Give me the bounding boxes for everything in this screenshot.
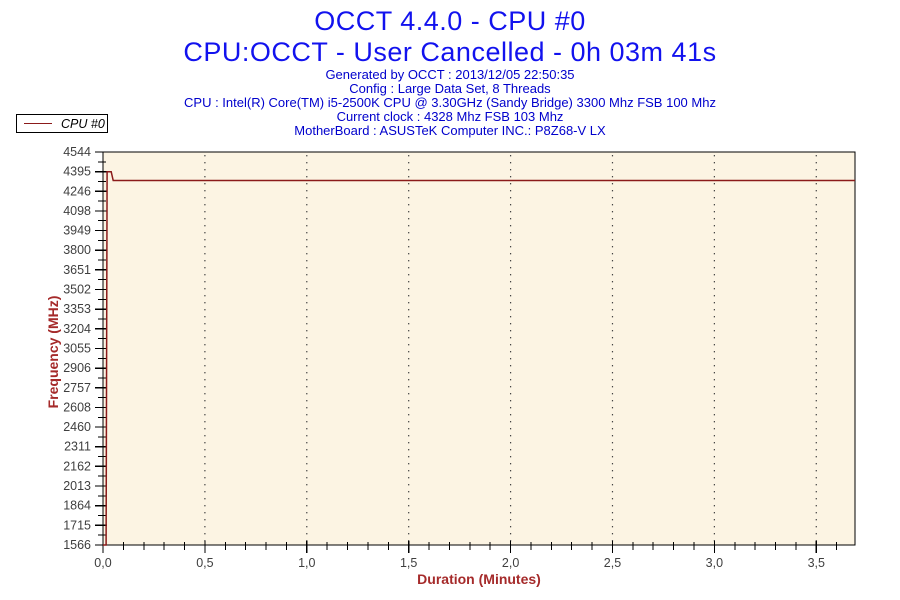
y-tick-label: 3502 (63, 283, 91, 297)
x-tick-label: 0,0 (94, 556, 111, 570)
x-tick-label: 1,0 (298, 556, 315, 570)
legend-line-swatch (24, 123, 52, 124)
x-tick-label: 1,5 (400, 556, 417, 570)
info-current-clock: Current clock : 4328 Mhz FSB 103 Mhz (336, 109, 564, 124)
cpu0-frequency-line (103, 170, 855, 546)
x-axis-title: Duration (Minutes) (417, 571, 541, 587)
report-header: OCCT 4.4.0 - CPU #0 CPU:OCCT - User Canc… (0, 6, 900, 138)
report-subtitle: CPU:OCCT - User Cancelled - 0h 03m 41s (183, 37, 717, 67)
info-motherboard: MotherBoard : ASUSTeK Computer INC.: P8Z… (294, 123, 606, 138)
x-tick-label: 3,0 (706, 556, 723, 570)
y-tick-label: 2013 (63, 479, 91, 493)
y-tick-label: 2460 (63, 420, 91, 434)
legend-label: CPU #0 (61, 116, 105, 131)
report-title: OCCT 4.4.0 - CPU #0 (314, 6, 586, 36)
y-tick-label: 4544 (63, 145, 91, 159)
y-tick-label: 2311 (64, 440, 91, 454)
info-config: Config : Large Data Set, 8 Threads (349, 81, 551, 96)
y-tick-label: 3204 (63, 322, 91, 336)
y-tick-label: 3651 (63, 263, 91, 277)
y-tick-label: 3949 (63, 224, 91, 238)
y-tick-label: 2757 (63, 381, 91, 395)
y-tick-label: 4246 (63, 184, 91, 198)
y-tick-label: 2162 (63, 459, 91, 473)
y-tick-label: 1864 (63, 499, 91, 513)
y-tick-label: 1715 (63, 518, 91, 532)
legend-box: CPU #0 (16, 114, 108, 133)
info-generated-by: Generated by OCCT : 2013/12/05 22:50:35 (325, 67, 575, 82)
x-tick-label: 2,5 (604, 556, 621, 570)
y-tick-label: 3055 (63, 342, 91, 356)
y-tick-label: 1566 (63, 538, 91, 552)
y-tick-label: 4395 (63, 165, 91, 179)
y-tick-label: 3800 (63, 243, 91, 257)
x-tick-label: 2,0 (502, 556, 519, 570)
y-tick-label: 3353 (63, 302, 91, 316)
y-tick-label: 4098 (63, 204, 91, 218)
x-tick-label: 3,5 (808, 556, 825, 570)
info-cpu: CPU : Intel(R) Core(TM) i5-2500K CPU @ 3… (184, 95, 716, 110)
y-tick-label: 2906 (63, 361, 91, 375)
plot-area (102, 151, 856, 546)
y-tick-label: 2608 (63, 400, 91, 414)
x-tick-label: 0,5 (196, 556, 213, 570)
